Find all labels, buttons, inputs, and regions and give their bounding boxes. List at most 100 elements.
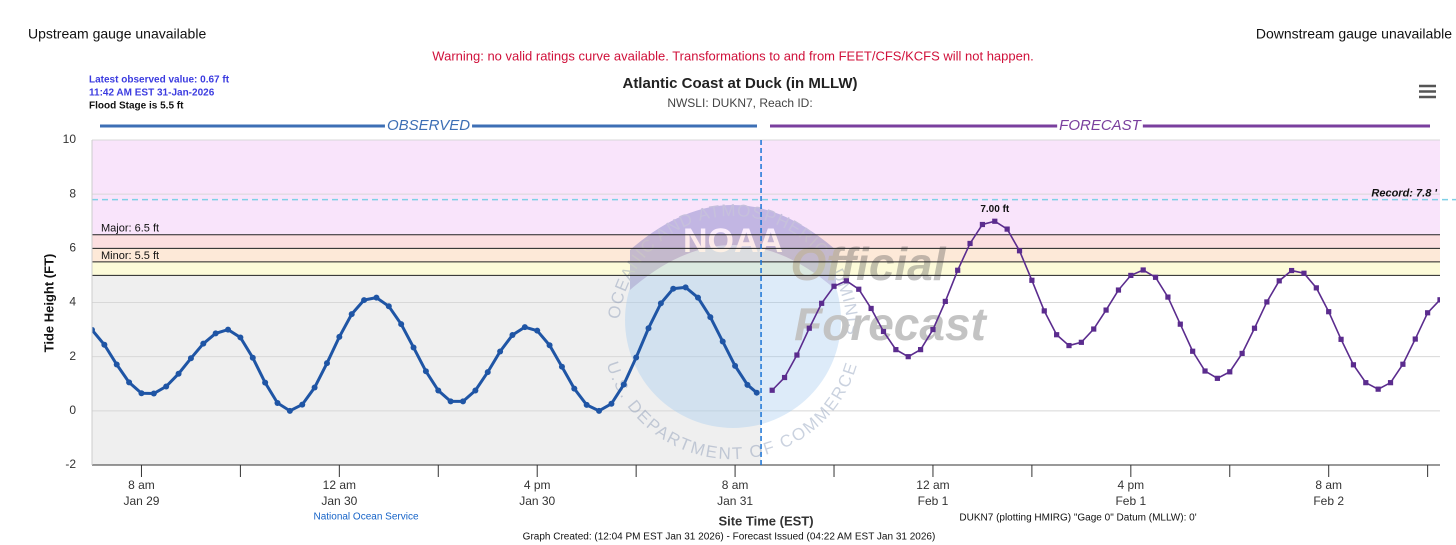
x-tick-label: Jan 30 [519, 494, 555, 508]
warning: Warning: no valid ratings curve availabl… [432, 48, 1033, 63]
data-point [422, 368, 429, 375]
data-point [682, 284, 689, 291]
data-point [1350, 362, 1357, 368]
data-point [917, 347, 924, 353]
data-point [1412, 336, 1418, 342]
data-point [286, 407, 293, 414]
data-point [1400, 361, 1406, 367]
y-tick-label: 0 [69, 403, 76, 417]
data-point [299, 401, 306, 408]
data-point [596, 407, 603, 414]
data-point [1425, 310, 1431, 316]
x-tick-label: Jan 31 [717, 494, 753, 508]
data-point [1177, 321, 1183, 327]
data-point [1301, 270, 1307, 276]
x-tick-label: 12 am [916, 478, 949, 492]
data-point [806, 325, 812, 331]
data-point [753, 389, 760, 396]
data-point [583, 401, 590, 408]
data-point [410, 344, 417, 351]
data-point [558, 363, 565, 370]
y-tick-label: 2 [69, 349, 76, 363]
watermark-wing [630, 205, 836, 290]
data-point [744, 381, 751, 388]
data-point [670, 285, 677, 292]
data-point [1078, 339, 1084, 345]
data-point [1115, 287, 1122, 293]
data-point [608, 400, 615, 407]
data-point [237, 334, 244, 341]
y-tick-label: 10 [63, 132, 77, 146]
x-tick-label: 4 pm [524, 478, 551, 492]
data-point [361, 297, 368, 304]
data-point [1103, 307, 1109, 313]
foreground-layer: -2 0 2 4 6 8 10 Major: 6.5 ft Minor: 5.5 ft Recor… [63, 117, 1456, 508]
data-point [1214, 375, 1220, 381]
data-point [1152, 274, 1159, 280]
data-point [769, 387, 775, 393]
data-point [955, 267, 961, 273]
data-point [905, 354, 911, 360]
data-point [212, 330, 219, 337]
y-tick-label: -2 [65, 457, 76, 471]
data-point [1251, 325, 1258, 331]
data-point [398, 321, 405, 328]
data-point [200, 340, 207, 347]
data-point [163, 383, 170, 390]
data-point [262, 379, 269, 386]
data-point [1202, 368, 1208, 374]
data-point [1276, 278, 1282, 284]
data-point [843, 278, 849, 284]
x-tick-label: 8 am [128, 478, 155, 492]
data-point [732, 362, 739, 369]
data-point [187, 355, 194, 362]
data-point [274, 399, 281, 406]
watermark-line: Official [790, 238, 946, 290]
menu-button[interactable] [1414, 80, 1440, 102]
data-point [138, 390, 145, 397]
data-point [113, 361, 120, 368]
data-point [1004, 226, 1010, 232]
flood-band [92, 248, 1440, 262]
chart-title: Atlantic Coast at Duck (in MLLW) [622, 75, 857, 92]
data-point [707, 314, 714, 321]
data-label: 7.00 ft [980, 204, 1010, 215]
data-point [1016, 248, 1023, 254]
data-point [249, 354, 256, 361]
data-point [794, 352, 800, 358]
flood-stage: Flood Stage is 5.5 ft [89, 101, 184, 112]
menu-icon[interactable] [1419, 84, 1436, 99]
data-point [868, 305, 874, 312]
data-point [534, 327, 541, 334]
data-point [1227, 369, 1233, 375]
data-point [1041, 308, 1047, 314]
data-point [225, 326, 232, 333]
data-point [373, 294, 380, 301]
data-point [1387, 380, 1394, 386]
data-point [1264, 299, 1270, 305]
data-point [336, 333, 343, 340]
data-point [620, 381, 627, 388]
data-point [385, 303, 392, 310]
data-point [1091, 326, 1097, 332]
data-point [1239, 350, 1245, 357]
period-label: OBSERVED [387, 117, 470, 134]
data-point [311, 384, 318, 391]
period-label: FORECAST [1059, 117, 1143, 134]
x-tick-label: 8 am [1315, 478, 1342, 492]
data-point [1165, 294, 1171, 300]
datum-note: DUKN7 (plotting HMIRG) "Gage 0" Datum (M… [959, 513, 1196, 524]
data-point [447, 398, 454, 405]
upstream-note: Upstream gauge unavailable [28, 26, 206, 42]
data-point [694, 294, 701, 301]
data-point [633, 354, 640, 361]
data-point [781, 374, 788, 381]
data-point [1363, 380, 1369, 386]
data-point [893, 347, 899, 353]
data-point [1128, 272, 1134, 279]
data-point [546, 342, 553, 349]
data-point [126, 379, 133, 386]
background-layer [92, 139, 1440, 466]
x-tick-label: Feb 1 [918, 494, 949, 508]
